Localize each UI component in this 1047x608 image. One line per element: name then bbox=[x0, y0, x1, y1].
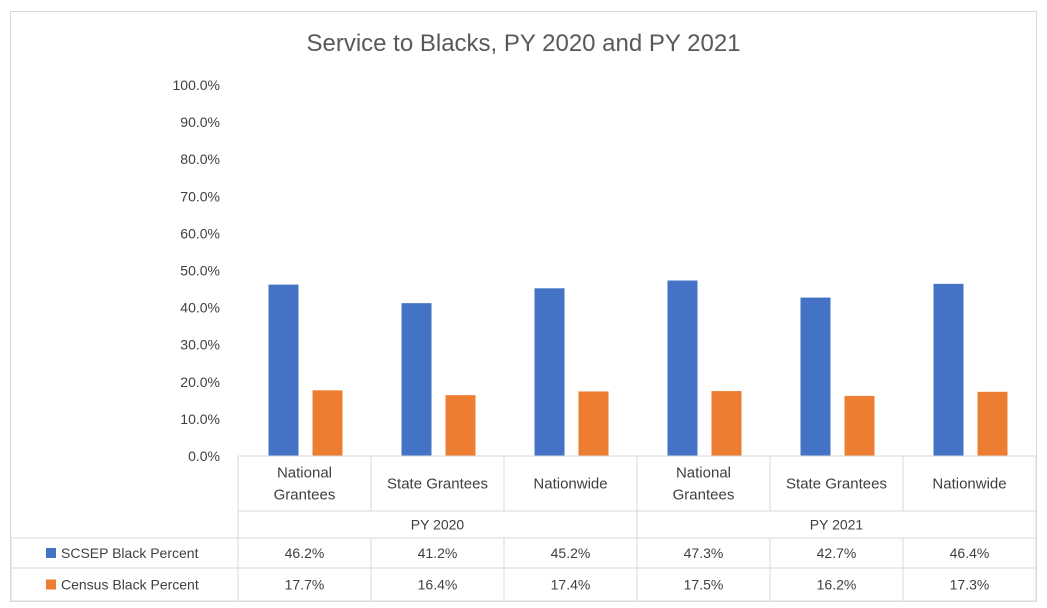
y-tick-label: 70.0% bbox=[180, 188, 220, 204]
bar-scsep bbox=[401, 303, 432, 456]
data-table-value: 16.2% bbox=[817, 577, 857, 593]
bar-census bbox=[445, 395, 476, 456]
chart-frame bbox=[10, 11, 1037, 602]
y-tick-label: 40.0% bbox=[180, 300, 220, 316]
x-group-label: PY 2021 bbox=[810, 517, 864, 533]
bar-scsep bbox=[268, 284, 299, 456]
x-category-label: National bbox=[277, 465, 332, 482]
y-tick-label: 30.0% bbox=[180, 337, 220, 353]
legend-label: Census Black Percent bbox=[61, 577, 199, 593]
bar-census bbox=[711, 391, 742, 456]
x-category-label: National bbox=[676, 465, 731, 482]
y-tick-label: 10.0% bbox=[180, 411, 220, 427]
bar-census bbox=[977, 391, 1008, 456]
data-table-value: 47.3% bbox=[684, 545, 724, 561]
bar-census bbox=[844, 395, 875, 456]
bar-census bbox=[578, 391, 609, 456]
x-category-label: State Grantees bbox=[387, 476, 488, 493]
x-group-label: PY 2020 bbox=[411, 517, 465, 533]
y-tick-label: 100.0% bbox=[173, 77, 220, 93]
data-table-value: 46.4% bbox=[950, 545, 990, 561]
bar-scsep bbox=[534, 288, 565, 456]
data-table-value: 16.4% bbox=[418, 577, 458, 593]
y-tick-label: 90.0% bbox=[180, 114, 220, 130]
data-table-value: 42.7% bbox=[817, 545, 857, 561]
y-tick-label: 0.0% bbox=[188, 448, 220, 464]
legend-key bbox=[46, 579, 56, 590]
x-category-label: State Grantees bbox=[786, 476, 887, 493]
data-table-value: 41.2% bbox=[418, 545, 458, 561]
bar-scsep bbox=[933, 283, 964, 456]
y-tick-label: 60.0% bbox=[180, 225, 220, 241]
data-table-value: 17.3% bbox=[950, 577, 990, 593]
legend-key bbox=[46, 548, 56, 558]
y-tick-label: 80.0% bbox=[180, 151, 220, 167]
y-tick-label: 50.0% bbox=[180, 263, 220, 279]
x-category-label: Grantees bbox=[274, 487, 336, 504]
y-tick-label: 20.0% bbox=[180, 374, 220, 390]
bar-census bbox=[312, 390, 343, 456]
data-table-value: 45.2% bbox=[551, 545, 591, 561]
bar-scsep bbox=[800, 297, 831, 456]
x-category-label: Nationwide bbox=[533, 476, 607, 493]
data-table-value: 46.2% bbox=[285, 545, 325, 561]
bar-scsep bbox=[667, 280, 698, 456]
data-table-value: 17.5% bbox=[684, 577, 724, 593]
x-category-label: Nationwide bbox=[932, 476, 1006, 493]
legend-label: SCSEP Black Percent bbox=[61, 545, 199, 561]
x-category-label: Grantees bbox=[673, 487, 735, 504]
data-table-value: 17.7% bbox=[285, 577, 325, 593]
data-table-value: 17.4% bbox=[551, 577, 591, 593]
chart-title: Service to Blacks, PY 2020 and PY 2021 bbox=[306, 30, 741, 57]
